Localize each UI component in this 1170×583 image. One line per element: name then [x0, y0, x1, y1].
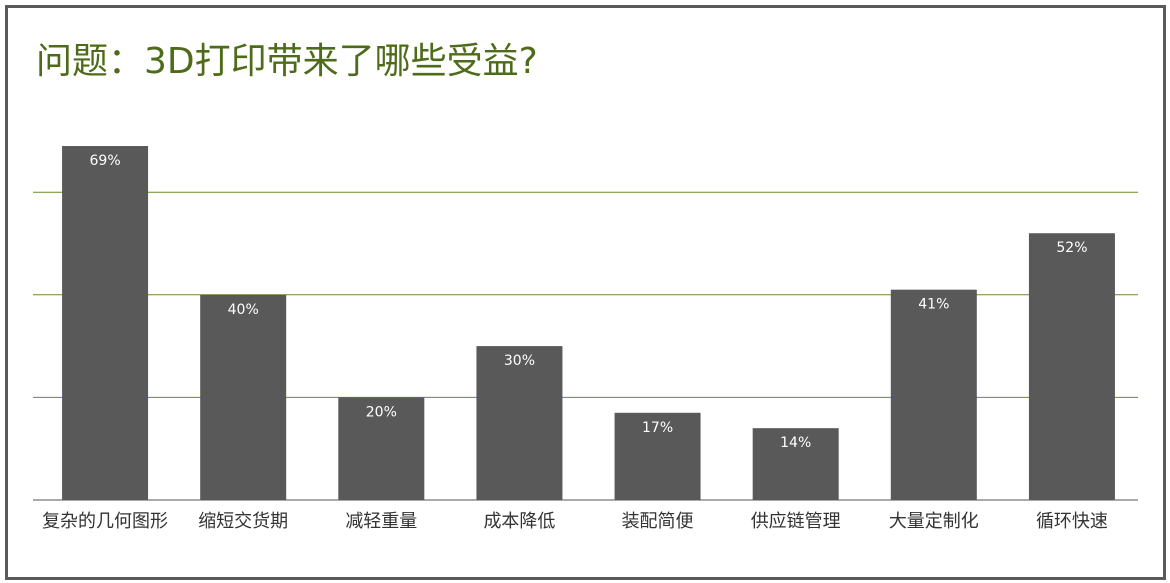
category-label-8: 循环快速 — [1036, 511, 1108, 532]
data-label-3: 20% — [366, 404, 397, 420]
data-label-4: 30% — [504, 353, 535, 369]
bar-2 — [200, 294, 287, 500]
category-label-6: 供应链管理 — [751, 511, 841, 532]
category-label-3: 减轻重量 — [345, 511, 417, 532]
bar-1 — [62, 146, 149, 500]
bar-3 — [338, 397, 425, 500]
bar-5 — [614, 412, 701, 500]
data-label-2: 40% — [228, 302, 259, 318]
bar-8 — [1028, 233, 1115, 501]
data-label-5: 17% — [642, 420, 673, 436]
data-label-1: 69% — [90, 153, 121, 169]
category-labels: 复杂的几何图形 缩短交货期 减轻重量 成本降低 装配简便 供应链管理 大量定制化 循环快速 — [42, 511, 1108, 532]
bar-6 — [752, 428, 839, 500]
data-label-7: 41% — [918, 297, 949, 313]
data-label-8: 52% — [1056, 240, 1087, 256]
category-label-7: 大量定制化 — [889, 511, 979, 532]
bar-7 — [890, 289, 977, 500]
data-label-6: 14% — [780, 435, 811, 451]
chart-title: 问题：3D打印带来了哪些受益? — [36, 41, 538, 82]
chart-frame: 问题：3D打印带来了哪些受益? 69% 40% 20% 30% 17% 14% 41% 52%… — [5, 5, 1166, 580]
bar-chart: 69% 40% 20% 30% 17% 14% 41% 52% 复杂的几何图形 缩短交货期 减轻重… — [33, 146, 1138, 532]
data-labels: 69% 40% 20% 30% 17% 14% 41% 52% — [90, 153, 1088, 451]
category-label-5: 装配简便 — [622, 511, 694, 532]
bar-4 — [476, 346, 563, 500]
category-label-1: 复杂的几何图形 — [42, 511, 168, 532]
category-label-2: 缩短交货期 — [198, 511, 288, 532]
category-label-4: 成本降低 — [483, 511, 555, 532]
bars — [62, 146, 1115, 501]
